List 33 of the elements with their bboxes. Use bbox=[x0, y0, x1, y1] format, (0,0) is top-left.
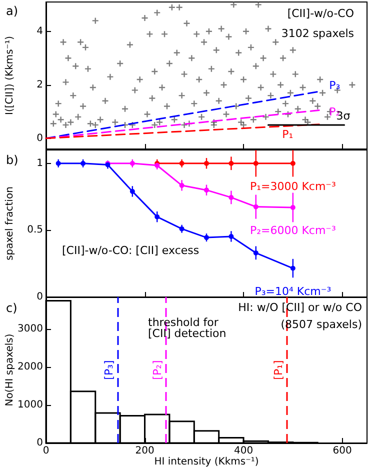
y-tick-label: 3000 bbox=[18, 324, 43, 335]
series-label: P₁ bbox=[282, 128, 294, 141]
series-label: P₃=10⁴ Kcm⁻³ bbox=[254, 284, 332, 298]
y-axis-title: spaxel fraction bbox=[4, 186, 16, 260]
annotation: HI: w/O [CII] or w/o CO bbox=[238, 301, 362, 314]
y-tick-label: 2000 bbox=[18, 362, 43, 373]
y-tick-label: 0.5 bbox=[27, 224, 43, 236]
y-tick-label: 2 bbox=[36, 79, 43, 90]
series-label: P₃ bbox=[329, 79, 340, 92]
y-tick-label: 0 bbox=[36, 438, 43, 448]
y-tick-label: 4 bbox=[36, 26, 43, 37]
y-tick-label: 1000 bbox=[18, 400, 43, 411]
x-axis-title: HI intensity (Kkms⁻¹) bbox=[154, 456, 259, 468]
y-axis-title: I([CII]) (Kkms⁻¹) bbox=[4, 36, 16, 116]
y-tick-label: 0 bbox=[36, 132, 43, 144]
ref-line-label: [P₃] bbox=[102, 360, 116, 380]
ref-line-label: [P₂] bbox=[151, 360, 164, 380]
annotation: threshold for [CII] detection bbox=[148, 316, 226, 340]
annotation: [CII]-w/o-CO: [CII] excess bbox=[62, 244, 200, 257]
series-label: P₂=6000 Kcm⁻³ bbox=[250, 224, 336, 237]
x-tick-label: 200 bbox=[135, 446, 154, 456]
y-tick-label: 1 bbox=[36, 158, 43, 169]
chart-title: a) bbox=[6, 4, 18, 18]
chart-title: c) bbox=[6, 301, 18, 315]
chart-title: b) bbox=[6, 153, 18, 167]
x-tick-label: 600 bbox=[332, 446, 352, 456]
ref-line-label: [P₁] bbox=[272, 360, 285, 380]
annotation: 3102 spaxels bbox=[281, 27, 354, 40]
annotation: [CII]-w/o-CO bbox=[287, 7, 354, 20]
y-tick-label: 0 bbox=[36, 292, 43, 302]
y-axis-title: No(HI spaxels) bbox=[4, 334, 16, 406]
x-tick-label: 400 bbox=[234, 446, 254, 456]
series-label: P₁=3000 Kcm⁻³ bbox=[250, 180, 336, 193]
